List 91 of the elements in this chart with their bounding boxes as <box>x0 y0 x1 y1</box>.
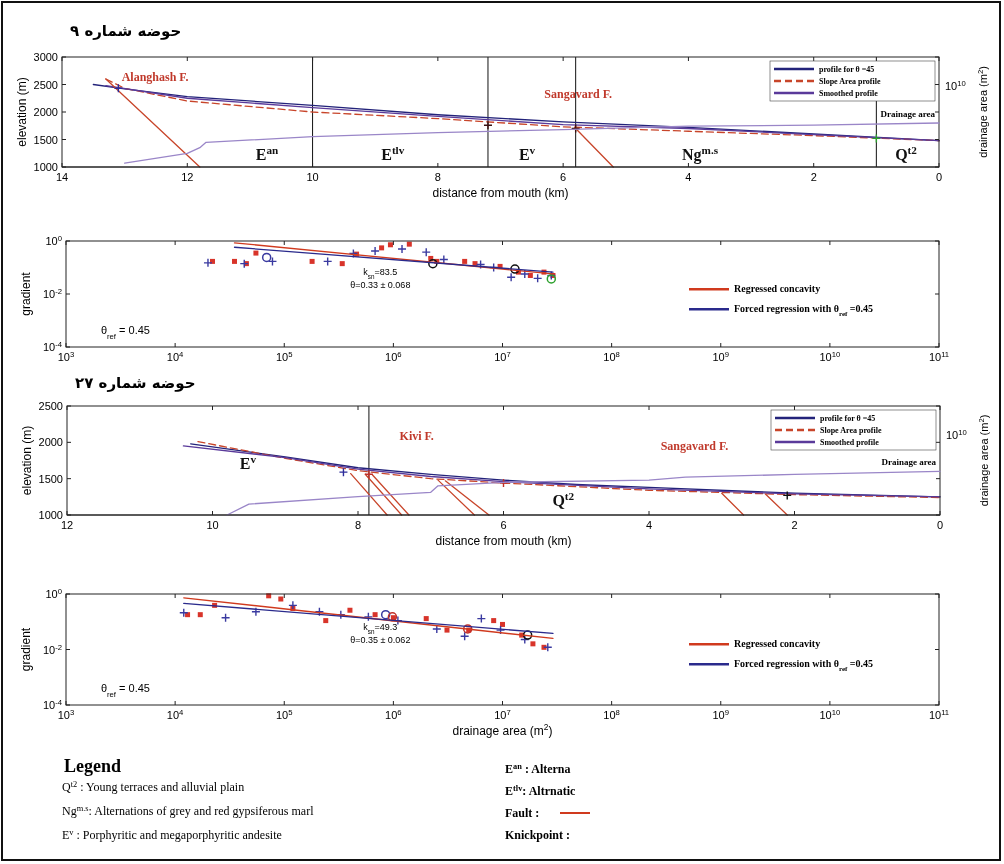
chart-title: حوضه شماره ۲۷ <box>75 374 196 392</box>
x-tick-label: 10$^{11}$ <box>928 349 950 363</box>
x-axis-title: distance from mouth (km) <box>432 186 569 200</box>
x-tick-label: 10$^{9}$ <box>712 349 730 363</box>
y-tick-label: 1000 <box>38 509 63 521</box>
series-label: Drainage area <box>880 109 936 119</box>
x-tick-label: 10$^{4}$ <box>166 349 185 363</box>
x-tick-label: 10$^{10}$ <box>819 707 841 721</box>
text: Ng$^{m.s}$: Alternations of grey and red gypsiferous marl <box>62 803 315 818</box>
x-tick-label: 10$^{5}$ <box>275 349 293 363</box>
annotation: θ=0.33 ± 0.068 <box>350 279 411 290</box>
text: 10$^{10}$ <box>946 427 967 441</box>
annotation: Kivi F. <box>399 429 434 444</box>
x-tick-label: 6 <box>560 171 567 183</box>
x-tick-label: 4 <box>645 519 653 531</box>
x-tick-label: 10$^{10}$ <box>819 349 841 363</box>
annotation: E$^{v}$ <box>518 143 536 163</box>
y-axis-title: elevation (m) <box>15 77 29 147</box>
legend-label: Smoothed profile <box>819 89 879 98</box>
annotation: E$^{tlv}$ <box>381 143 405 163</box>
text: E$^{v}$ : Porphyritic and megaporphyritic andesite <box>62 827 282 842</box>
x-tick-label: 10$^{9}$ <box>712 707 730 721</box>
annotation: Alanghash F. <box>121 70 189 85</box>
x-tick-label: 10$^{8}$ <box>603 349 620 363</box>
x-tick-label: 10$^{7}$ <box>494 349 511 363</box>
annotation: k$_{sn}$=83.5 <box>363 266 398 280</box>
legend-label: Slope Area profile <box>819 77 881 86</box>
text: Fault : <box>505 806 540 820</box>
legend-label: Smoothed profile <box>820 438 880 447</box>
x-tick-label: 4 <box>685 171 692 183</box>
y-tick-label: 1500 <box>33 133 58 146</box>
annotation: Q$^{t2}$ <box>895 143 918 163</box>
y-axis-title: gradient <box>19 271 33 316</box>
x-tick-label: 12 <box>181 171 194 183</box>
legend-label: profile for θ =45 <box>819 65 875 74</box>
x-tick-label: 10 <box>306 171 319 183</box>
x-tick-label: 2 <box>810 171 817 183</box>
x-tick-label: 10$^{7}$ <box>494 707 511 721</box>
annotation: Q$^{t2}$ <box>552 490 575 510</box>
legend-label: profile for θ =45 <box>820 414 876 423</box>
annotation: E$^{v}$ <box>239 452 257 472</box>
x-tick-label: 12 <box>60 519 74 531</box>
annotation: Ng$^{m.s}$ <box>682 143 719 164</box>
text: Knickpoint : <box>505 828 571 842</box>
annotation: k$_{sn}$=49.3 <box>363 621 398 635</box>
annotation: θ$_{ref}$ = 0.45 <box>100 324 150 341</box>
text: E$^{an}$ : Alterna <box>505 761 571 776</box>
y-tick-label: 1500 <box>38 472 63 485</box>
x-tick-label: 8 <box>434 171 441 183</box>
x-tick-label: 10$^{4}$ <box>166 707 185 721</box>
y-tick-label: 10$^{0}$ <box>45 233 62 247</box>
legend-label: Slope Area profile <box>820 426 882 435</box>
text: E$^{tlv}$: Altrnatic <box>505 783 576 798</box>
y-tick-label: 3000 <box>33 51 58 63</box>
x-tick-label: 10 <box>206 519 219 531</box>
x-tick-label: 10$^{11}$ <box>928 707 950 721</box>
y-tick-label: 10$^{-2}$ <box>42 642 62 656</box>
x-tick-label: 10$^{8}$ <box>603 707 620 721</box>
text: Q$^{t2}$ : Young terraces and alluvial plain <box>62 779 245 794</box>
y-axis-title: gradient <box>19 627 33 672</box>
x-tick-label: 2 <box>791 519 798 531</box>
series-label: Drainage area <box>881 457 937 468</box>
x-axis-title: distance from mouth (km) <box>435 534 572 548</box>
y-tick-label: 2500 <box>33 78 58 91</box>
x-tick-label: 10$^{6}$ <box>385 707 402 721</box>
legend-label: Regressed concavity <box>734 283 821 295</box>
y-axis-title: elevation (m) <box>20 425 34 496</box>
legend-label: Forced regression with θ$_{ref}$ =0.45 <box>734 658 874 674</box>
x-tick-label: 0 <box>936 519 944 531</box>
annotation: θ$_{ref}$ = 0.45 <box>100 681 150 699</box>
y-tick-label: 2000 <box>38 436 63 449</box>
legend-label: Forced regression with θ$_{ref}$ =0.45 <box>734 303 874 319</box>
x-tick-label: 10$^{5}$ <box>275 707 293 721</box>
x-tick-label: 10$^{6}$ <box>385 349 402 363</box>
text: Legend <box>64 756 122 776</box>
y-tick-label: 10$^{0}$ <box>45 586 62 600</box>
y-tick-label: 1000 <box>33 161 58 173</box>
x-axis-title: drainage area (m$^{2}$) <box>452 722 553 738</box>
text: 10$^{10}$ <box>945 78 966 92</box>
annotation: E$^{an}$ <box>255 143 280 163</box>
x-tick-label: 0 <box>935 171 943 183</box>
x-tick-label: 14 <box>55 171 69 183</box>
x-tick-label: 8 <box>354 519 362 531</box>
x-tick-label: 6 <box>500 519 507 531</box>
annotation: Sangavard F. <box>660 438 729 453</box>
annotation: θ=0.35 ± 0.062 <box>350 634 411 645</box>
chart-title: حوضه شماره ۹ <box>70 22 182 40</box>
y-tick-label: 10$^{-2}$ <box>42 286 62 300</box>
y-tick-label: 2000 <box>33 106 58 118</box>
legend-label: Regressed concavity <box>734 638 821 650</box>
y-tick-label: 2500 <box>38 400 63 412</box>
